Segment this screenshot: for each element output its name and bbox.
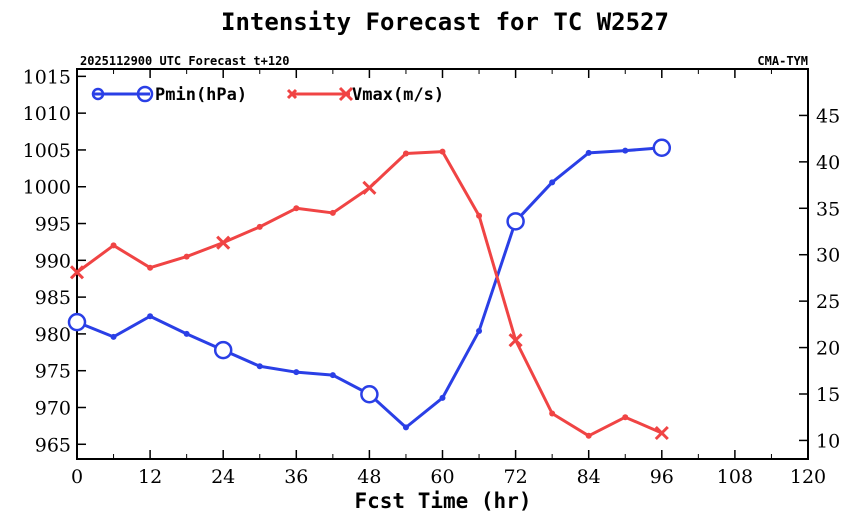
- legend: Pmin(hPa) Vmax(m/s): [91, 85, 444, 105]
- series-pmin-point-major: [213, 340, 233, 360]
- series-pmin-point-major: [67, 312, 87, 332]
- y-right-tick-label: 15: [816, 384, 840, 406]
- legend-vmax-marker-left: [286, 88, 298, 100]
- series-vmax-point: [549, 410, 556, 417]
- series-pmin-point: [476, 327, 483, 334]
- series-vmax-point-major: [216, 235, 231, 250]
- y-right-tick-label: 35: [816, 198, 840, 220]
- y-left-tick-label: 995: [35, 214, 71, 236]
- x-axis-label: Fcst Time (hr): [354, 489, 531, 513]
- series-pmin-point: [585, 149, 592, 156]
- x-tick-label: 96: [650, 466, 674, 488]
- series-vmax-point: [585, 432, 592, 439]
- series-pmin-point: [147, 313, 154, 320]
- x-tick-label: 108: [717, 466, 753, 488]
- x-tick-label: 12: [138, 466, 162, 488]
- series-pmin-point: [293, 369, 300, 376]
- y-left-tick-label: 990: [35, 250, 71, 272]
- x-tick-label: 48: [357, 466, 381, 488]
- series-vmax-point: [476, 212, 483, 219]
- legend-vmax-marker-right: [338, 86, 354, 102]
- chart-subtitle-left: 2025112900 UTC Forecast t+120: [80, 54, 290, 68]
- y-left-tick-label: 975: [35, 361, 71, 383]
- series-layer: [67, 138, 672, 441]
- y-right-tick-label: 20: [816, 338, 840, 360]
- series-vmax-point: [329, 209, 336, 216]
- y-axis-left: 965 970 975 980 985 990 995 1000 1005 1010 1015: [23, 66, 86, 456]
- y-left-tick-label: 985: [35, 287, 71, 309]
- y-axis-right: 10 15 20 25 30 35 40 45: [799, 105, 840, 452]
- y-left-tick-label: 1010: [23, 103, 71, 125]
- y-left-tick-label: 1000: [23, 177, 71, 199]
- x-tick-label: 36: [284, 466, 308, 488]
- series-pmin-point: [329, 372, 336, 379]
- series-pmin-point: [110, 333, 117, 340]
- series-vmax-point: [183, 253, 190, 260]
- y-left-tick-label: 1015: [23, 66, 71, 88]
- series-pmin-point: [402, 424, 409, 431]
- legend-pmin-label: Pmin(hPa): [155, 85, 247, 105]
- y-left-tick-label: 970: [35, 397, 71, 419]
- series-vmax-point-major: [654, 425, 669, 441]
- x-tick-label: 60: [430, 466, 454, 488]
- series-vmax-point: [110, 242, 117, 249]
- series-pmin-point: [256, 363, 263, 370]
- series-vmax-point-major: [69, 265, 85, 280]
- series-vmax-point: [293, 205, 300, 212]
- y-right-tick-label: 40: [816, 152, 840, 174]
- y-left-tick-label: 1005: [23, 140, 71, 162]
- series-vmax-point: [256, 223, 263, 230]
- series-vmax-point: [622, 414, 629, 421]
- series-pmin-point-major: [506, 212, 525, 231]
- y-left-tick-label: 965: [35, 434, 71, 456]
- x-axis: 0 12 24 36 48 60 72 84 96 108 120: [71, 69, 826, 488]
- y-right-tick-label: 30: [816, 245, 840, 267]
- series-pmin-point-major: [360, 384, 379, 404]
- x-tick-label: 24: [211, 466, 235, 488]
- x-tick-label: 120: [790, 466, 826, 488]
- series-pmin-point: [183, 330, 190, 337]
- series-pmin-point-major: [652, 138, 672, 157]
- series-vmax-point-major: [362, 180, 377, 195]
- x-tick-label: 0: [71, 466, 83, 488]
- series-vmax-point-major: [508, 333, 523, 348]
- y-right-tick-label: 45: [816, 105, 840, 127]
- legend-pmin-marker-left: [91, 87, 105, 101]
- chart-title: Intensity Forecast for TC W2527: [221, 8, 669, 36]
- y-right-tick-label: 25: [816, 291, 840, 313]
- legend-pmin-marker-right: [136, 85, 154, 103]
- series-vmax-point: [402, 150, 409, 157]
- series-pmin-point: [622, 147, 629, 154]
- x-tick-label: 72: [504, 466, 528, 488]
- y-right-tick-label: 10: [816, 430, 840, 452]
- chart-subtitle-right: CMA-TYM: [757, 54, 808, 68]
- legend-vmax-label: Vmax(m/s): [352, 85, 444, 105]
- y-left-tick-label: 980: [35, 324, 71, 346]
- x-tick-label: 84: [577, 466, 601, 488]
- series-vmax-point: [147, 264, 154, 271]
- series-vmax-point: [439, 148, 446, 155]
- series-pmin-point: [439, 394, 446, 401]
- series-pmin-point: [549, 179, 556, 186]
